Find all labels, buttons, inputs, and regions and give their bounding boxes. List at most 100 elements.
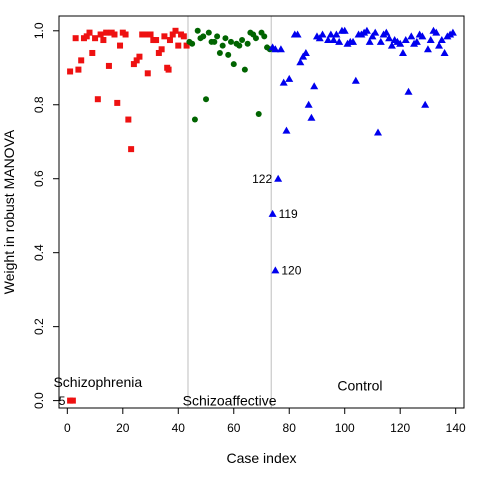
data-point-circle	[252, 35, 259, 42]
data-point-square	[114, 99, 121, 106]
data-point-circle	[255, 111, 262, 117]
data-point-circle	[236, 42, 243, 49]
data-point-square	[133, 57, 140, 64]
data-point-triangle	[301, 48, 310, 56]
data-point-triangle	[279, 78, 288, 86]
data-point-triangle	[448, 28, 457, 36]
data-point-triangle	[396, 39, 405, 47]
data-point-triangle	[329, 36, 338, 44]
data-point-square	[161, 33, 168, 40]
data-point-square	[183, 42, 190, 49]
x-tick-label: 80	[283, 421, 297, 435]
data-point-circle	[205, 29, 212, 36]
data-point-square	[92, 35, 99, 42]
data-point-circle	[203, 96, 210, 103]
data-point-square	[117, 42, 124, 49]
data-point-circle	[225, 51, 232, 58]
data-point-circle	[189, 40, 196, 47]
x-tick-label: 0	[64, 421, 71, 435]
data-point-square	[78, 57, 85, 64]
data-point-triangle	[351, 76, 360, 84]
data-point-circle	[227, 38, 234, 45]
data-point-square	[67, 68, 74, 75]
data-point-triangle	[324, 36, 333, 44]
data-point-triangle	[426, 36, 435, 44]
data-point-triangle	[404, 87, 413, 95]
data-point-square	[141, 31, 148, 38]
data-point-square	[86, 29, 93, 36]
data-point-square	[158, 46, 165, 53]
data-point-triangle	[285, 74, 294, 82]
data-point-square	[72, 35, 79, 42]
data-point-square	[75, 66, 82, 73]
data-point-circle	[244, 40, 251, 47]
data-point-triangle	[315, 34, 324, 42]
x-tick-label: 140	[446, 421, 466, 435]
data-point-circle	[194, 27, 201, 34]
data-point-triangle	[293, 30, 302, 38]
data-point-circle	[219, 42, 226, 49]
data-point-triangle	[271, 266, 280, 274]
data-point-triangle	[382, 28, 391, 36]
data-point-square	[105, 62, 112, 69]
data-point-square	[125, 116, 132, 123]
data-point-triangle	[326, 30, 335, 38]
data-point-square	[130, 61, 137, 68]
group-label: Schizoaffective	[183, 393, 277, 409]
data-point-circle	[200, 33, 207, 40]
group-labels: Schizophrenia Schizoaffective Control	[53, 374, 382, 408]
series-schizophrenia	[67, 27, 190, 404]
data-point-triangle	[340, 26, 349, 34]
data-point-triangle	[421, 100, 430, 108]
y-tick-label: 0.6	[32, 170, 46, 187]
data-point-triangle	[299, 52, 308, 60]
data-point-triangle	[310, 82, 319, 90]
y-tick-label: 0.2	[32, 318, 46, 335]
data-point-triangle	[349, 37, 358, 45]
data-point-square	[172, 27, 179, 34]
data-point-triangle	[274, 174, 283, 182]
y-tick-label: 1.0	[32, 22, 46, 39]
data-point-triangle	[365, 37, 374, 45]
data-point-triangle	[432, 28, 441, 36]
point-annotation: 120	[281, 264, 301, 278]
data-point-square	[166, 37, 173, 44]
data-point-triangle	[271, 45, 280, 53]
data-point-triangle	[387, 41, 396, 49]
data-point-triangle	[374, 128, 383, 136]
data-point-triangle	[304, 100, 313, 108]
data-point-triangle	[276, 45, 285, 53]
data-point-circle	[261, 33, 268, 40]
data-point-triangle	[376, 37, 385, 45]
data-point-square	[180, 33, 187, 40]
data-point-triangle	[418, 32, 427, 40]
data-point-square	[100, 37, 107, 44]
x-tick-label: 100	[335, 421, 355, 435]
data-point-square	[103, 29, 110, 36]
data-point-circle	[239, 37, 246, 44]
data-point-triangle	[368, 32, 377, 40]
data-point-square	[136, 53, 143, 60]
x-tick-label: 120	[390, 421, 410, 435]
x-tick-label: 40	[172, 421, 186, 435]
data-point-triangle	[423, 45, 432, 53]
x-tick-label: 60	[227, 421, 241, 435]
data-point-triangle	[296, 58, 305, 66]
group-separators	[187, 16, 272, 408]
series-schizoaffective	[186, 27, 273, 123]
data-point-circle	[222, 35, 229, 42]
data-point-square	[165, 66, 172, 73]
data-point-triangle	[335, 37, 344, 45]
point-annotation: 5	[59, 394, 66, 408]
y-tick-label: 0.0	[32, 392, 46, 409]
point-annotations: 5 122 119 120	[59, 172, 302, 408]
data-point-square	[83, 33, 90, 40]
data-point-circle	[214, 33, 221, 40]
data-point-triangle	[318, 30, 327, 38]
data-point-square	[69, 397, 76, 404]
data-point-square	[175, 42, 182, 49]
data-point-triangle	[435, 41, 444, 49]
data-point-square	[122, 31, 129, 38]
data-points	[67, 26, 457, 404]
